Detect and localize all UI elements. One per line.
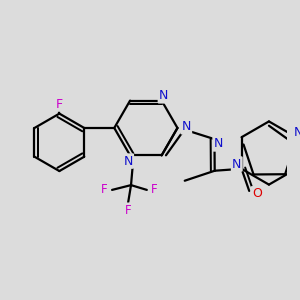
Text: F: F <box>56 98 63 110</box>
Text: N: N <box>293 126 300 139</box>
Text: N: N <box>159 89 168 102</box>
Text: N: N <box>232 158 242 170</box>
Text: N: N <box>182 120 191 133</box>
Text: O: O <box>252 187 262 200</box>
Text: F: F <box>125 204 131 217</box>
Text: N: N <box>214 137 223 150</box>
Text: F: F <box>101 183 108 196</box>
Text: N: N <box>124 154 133 168</box>
Text: F: F <box>151 183 158 196</box>
